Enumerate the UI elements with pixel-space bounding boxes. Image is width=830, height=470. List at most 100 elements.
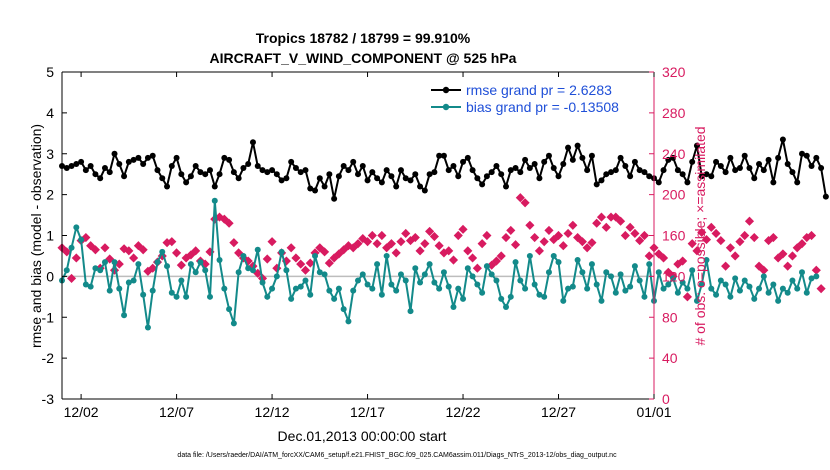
bias-point	[512, 259, 519, 266]
obs-marker	[71, 253, 81, 263]
obs-marker	[630, 228, 640, 239]
rmse-point	[173, 154, 180, 161]
bias-point	[674, 289, 681, 296]
rmse-point	[464, 154, 471, 161]
obs-marker	[262, 254, 272, 264]
y-left-tick-label: 5	[46, 64, 54, 80]
obs-marker	[425, 226, 435, 236]
rmse-point	[350, 158, 357, 165]
obs-marker	[539, 237, 549, 247]
obs-marker	[124, 246, 134, 256]
y-right-tick-label: 320	[662, 64, 686, 80]
bias-point	[331, 295, 338, 302]
bias-point	[799, 269, 805, 276]
obs-marker	[468, 253, 478, 263]
bias-point	[183, 293, 190, 300]
obs-marker	[86, 241, 96, 251]
bias-point	[149, 287, 156, 294]
bias-point	[78, 236, 85, 243]
rmse-point	[713, 158, 720, 165]
bias-point	[355, 277, 361, 284]
obs-marker	[797, 239, 807, 249]
obs-marker	[305, 258, 315, 268]
rmse-point	[101, 165, 108, 172]
bias-point	[68, 244, 75, 251]
obs-marker	[191, 246, 201, 256]
rmse-point	[760, 167, 767, 174]
x-tick-label: 12/12	[255, 404, 290, 420]
data-file-footnote: data file: /Users/raeder/DAI/ATM_forcXX/…	[177, 452, 617, 459]
bias-point	[121, 312, 128, 319]
rmse-point	[121, 173, 128, 180]
obs-marker	[506, 225, 516, 235]
y-right-tick-label: 280	[662, 105, 686, 121]
bias-point	[560, 297, 567, 304]
bias-point	[517, 277, 524, 284]
rmse-point	[674, 167, 681, 174]
rmse-point	[197, 169, 204, 176]
rmse-point	[106, 169, 113, 176]
obs-marker	[315, 243, 325, 253]
bias-point	[641, 293, 648, 300]
rmse-point	[799, 150, 805, 157]
rmse-point	[283, 175, 290, 182]
bias-point	[565, 285, 572, 292]
bias-point	[297, 283, 304, 290]
rmse-point	[641, 169, 648, 176]
bias-point	[808, 275, 815, 282]
obs-marker	[654, 249, 664, 259]
bias-point	[326, 287, 333, 294]
rmse-point	[579, 154, 586, 161]
obs-marker	[219, 214, 229, 224]
bias-point	[393, 287, 400, 294]
rmse-point	[240, 165, 247, 172]
bias-point	[440, 269, 447, 276]
bias-point	[312, 252, 319, 259]
rmse-point	[78, 158, 85, 165]
obs-marker	[644, 251, 654, 261]
rmse-point	[178, 171, 185, 178]
bias-point	[483, 263, 490, 270]
rmse-point	[288, 158, 295, 165]
bias-point	[178, 277, 185, 284]
rmse-point	[402, 175, 409, 182]
obs-marker	[558, 241, 568, 251]
rmse-point	[388, 173, 395, 180]
rmse-point	[770, 179, 777, 186]
bias-point	[426, 261, 433, 268]
obs-marker	[678, 256, 688, 266]
y-left-tick-label: 2	[46, 187, 54, 203]
y-left-tick-label: 1	[46, 228, 54, 244]
legend-bias-text: bias grand pr = -0.13508	[466, 99, 619, 115]
obs-marker	[501, 232, 511, 243]
obs-marker	[773, 253, 783, 263]
bias-point	[598, 297, 605, 304]
obs-marker	[429, 231, 439, 242]
bias-point	[445, 283, 452, 290]
obs-marker	[730, 251, 740, 261]
rmse-point	[775, 154, 782, 161]
rmse-point	[779, 136, 786, 143]
rmse-point	[531, 160, 538, 167]
obs-marker	[320, 247, 330, 257]
bias-point	[87, 283, 94, 290]
obs-marker	[296, 259, 306, 269]
rmse-point	[221, 154, 228, 161]
bias-point	[82, 281, 89, 288]
rmse-point	[560, 160, 567, 167]
rmse-point	[789, 169, 796, 176]
rmse-point	[526, 165, 533, 172]
obs-marker	[806, 230, 817, 241]
bias-point	[412, 265, 419, 272]
bias-point	[240, 252, 247, 259]
bias-point	[603, 269, 610, 276]
obs-marker	[391, 248, 401, 258]
bias-point	[407, 308, 414, 315]
rmse-point	[340, 163, 347, 170]
rmse-point	[684, 179, 691, 186]
rmse-point	[87, 163, 94, 170]
rmse-point	[440, 152, 447, 159]
rmse-point	[383, 167, 390, 174]
rmse-point	[135, 154, 142, 161]
